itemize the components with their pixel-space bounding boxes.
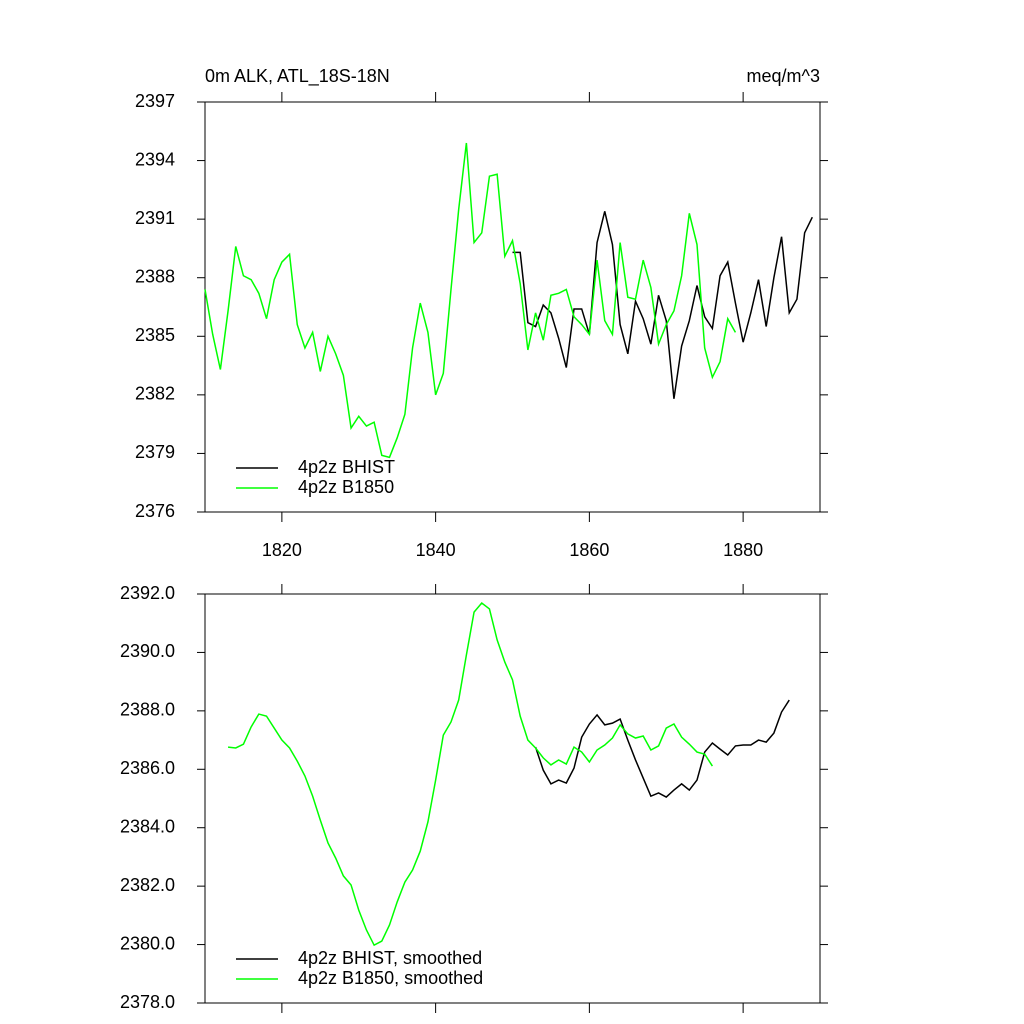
y-tick-label: 2376	[135, 501, 175, 521]
y-tick-label: 2392.0	[120, 583, 175, 603]
chart-title: 0m ALK, ATL_18S-18N	[205, 66, 390, 87]
y-tick-label: 2390.0	[120, 641, 175, 661]
data-line	[227, 602, 714, 947]
x-tick-label: 1860	[569, 540, 609, 560]
legend-label: 4p2z B1850, smoothed	[298, 968, 483, 988]
y-tick-label: 2380.0	[120, 933, 175, 953]
y-tick-label: 2388.0	[120, 700, 175, 720]
y-tick-label: 2394	[135, 149, 175, 169]
x-tick-label: 1880	[723, 540, 763, 560]
y-tick-label: 2382	[135, 384, 175, 404]
y-tick-label: 2385	[135, 325, 175, 345]
plot-frame	[204, 593, 821, 1004]
y-tick-label: 2386.0	[120, 758, 175, 778]
x-tick-label: 1840	[416, 540, 456, 560]
y-tick-label: 2391	[135, 208, 175, 228]
x-tick-label: 1820	[262, 540, 302, 560]
data-line	[512, 211, 813, 399]
data-line	[534, 699, 790, 798]
y-tick-label: 2379	[135, 442, 175, 462]
y-tick-label: 2388	[135, 266, 175, 286]
y-tick-label: 2382.0	[120, 875, 175, 895]
units-label: meq/m^3	[747, 66, 820, 86]
legend-label: 4p2z BHIST, smoothed	[298, 948, 482, 968]
y-tick-label: 2378.0	[120, 992, 175, 1012]
data-line	[204, 142, 737, 459]
legend-label: 4p2z BHIST	[298, 457, 395, 477]
plot-frame	[204, 101, 821, 513]
y-tick-label: 2397	[135, 91, 175, 111]
legend-label: 4p2z B1850	[298, 477, 394, 497]
y-tick-label: 2384.0	[120, 816, 175, 836]
